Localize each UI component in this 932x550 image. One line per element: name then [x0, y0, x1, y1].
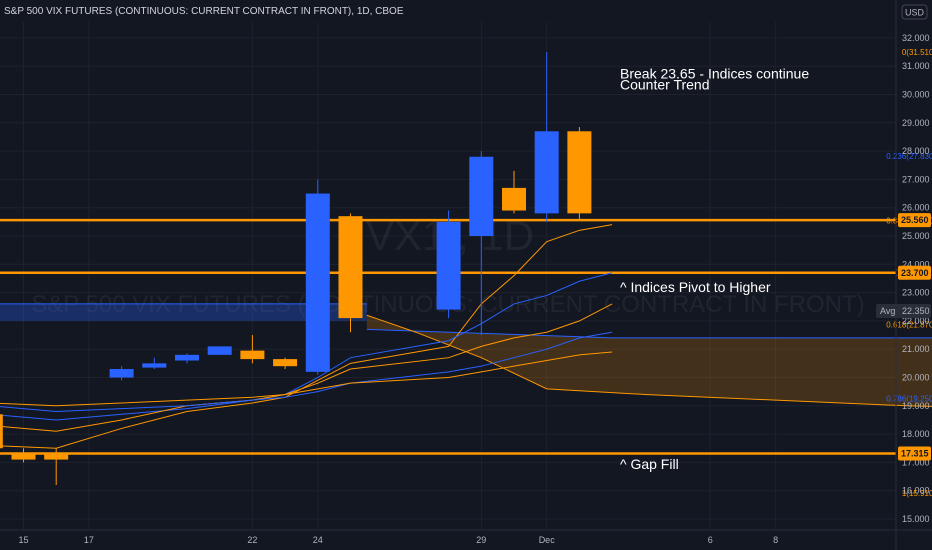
grid-lines: [0, 22, 896, 530]
avg-value-label: 22.350: [902, 306, 930, 316]
time-tick-label: 22: [247, 535, 257, 545]
level-price-badge[interactable]: [898, 446, 931, 461]
price-tick-label: 32.000: [902, 33, 930, 43]
price-tick-label: 19.000: [902, 401, 930, 411]
currency-label: USD: [905, 8, 925, 18]
price-tick-label: 20.000: [902, 373, 930, 383]
fib-level-label: 0(31.510): [902, 48, 932, 57]
level-price-badge[interactable]: [898, 213, 931, 228]
currency-badge-box: [901, 4, 928, 20]
candle-body[interactable]: [273, 359, 298, 367]
price-tick-label: 16.000: [902, 486, 930, 496]
level-price-badge[interactable]: [898, 265, 931, 280]
candle-body[interactable]: [240, 350, 265, 360]
level-price-badge-label: 23.700: [901, 268, 929, 278]
price-tick-label: 23.000: [902, 288, 930, 298]
time-tick-label: 8: [773, 535, 778, 545]
cloud-blue-segment: [0, 303, 367, 321]
price-tick-label: 29.000: [902, 118, 930, 128]
avg-price-badge[interactable]: [876, 303, 931, 318]
candle-body[interactable]: [534, 131, 559, 214]
price-tick-label: 21.000: [902, 344, 930, 354]
candle-body[interactable]: [11, 453, 36, 460]
fib-level-label: 0.236(27.830): [886, 152, 932, 161]
time-tick-label: 15: [18, 535, 28, 545]
candle-body[interactable]: [502, 187, 526, 211]
candle-body[interactable]: [567, 131, 592, 214]
candle-body[interactable]: [0, 414, 3, 449]
price-tick-label: 18.000: [902, 429, 930, 439]
moving-average-line: [0, 272, 613, 421]
price-tick-label: 28.000: [902, 146, 930, 156]
time-tick-label: 29: [476, 535, 486, 545]
cloud-lower-line: [366, 314, 932, 407]
avg-prefix-label: Avg: [880, 306, 895, 316]
text-note[interactable]: ^ Indices Pivot to Higher: [620, 279, 771, 295]
candle-body[interactable]: [436, 221, 461, 310]
fib-level-label: 0.786(19.250): [886, 395, 932, 404]
text-note[interactable]: ^ Gap Fill: [620, 456, 679, 472]
candles[interactable]: [0, 52, 592, 486]
moving-average-line: [0, 331, 613, 412]
price-tick-label: 25.000: [902, 231, 930, 241]
currency-badge[interactable]: USD: [901, 4, 928, 20]
level-price-badge-label: 17.315: [901, 448, 929, 458]
candle-body[interactable]: [469, 156, 494, 236]
price-tick-label: 24.000: [902, 259, 930, 269]
ichimoku-cloud: [0, 303, 932, 407]
candle-body[interactable]: [338, 216, 363, 319]
candle-body[interactable]: [305, 193, 330, 372]
price-tick-label: 30.000: [902, 90, 930, 100]
fib-level-label: 1(15.910): [902, 489, 932, 498]
price-tick-label: 26.000: [902, 203, 930, 213]
text-note[interactable]: Break 23.65 - Indices continue: [620, 65, 809, 81]
cloud-upper-line: [366, 328, 932, 339]
moving-averages: [0, 224, 613, 449]
time-tick-label: Dec: [539, 535, 556, 545]
price-tick-label: 31.000: [902, 61, 930, 71]
price-tick-label: 22.000: [902, 316, 930, 326]
price-tick-label: 27.000: [902, 174, 930, 184]
candle-body[interactable]: [207, 346, 232, 355]
price-tick-label: 17.000: [902, 457, 930, 467]
candle-body[interactable]: [142, 363, 167, 368]
moving-average-line: [0, 351, 613, 407]
time-tick-label: 6: [708, 535, 713, 545]
candle-body[interactable]: [44, 453, 69, 460]
time-tick-label: 17: [84, 535, 94, 545]
candle-body[interactable]: [109, 369, 134, 378]
level-price-badge-label: 25.560: [901, 215, 929, 225]
candle-body[interactable]: [175, 354, 199, 361]
chart-title: S&P 500 VIX FUTURES (CONTINUOUS: CURRENT…: [4, 6, 404, 17]
price-tick-label: 15.000: [902, 514, 930, 524]
moving-average-line: [0, 303, 613, 432]
fib-level-label: 0.618(21.870): [886, 321, 932, 330]
text-note[interactable]: Counter Trend: [620, 77, 710, 93]
moving-average-line: [0, 224, 613, 449]
time-tick-label: 24: [313, 535, 323, 545]
